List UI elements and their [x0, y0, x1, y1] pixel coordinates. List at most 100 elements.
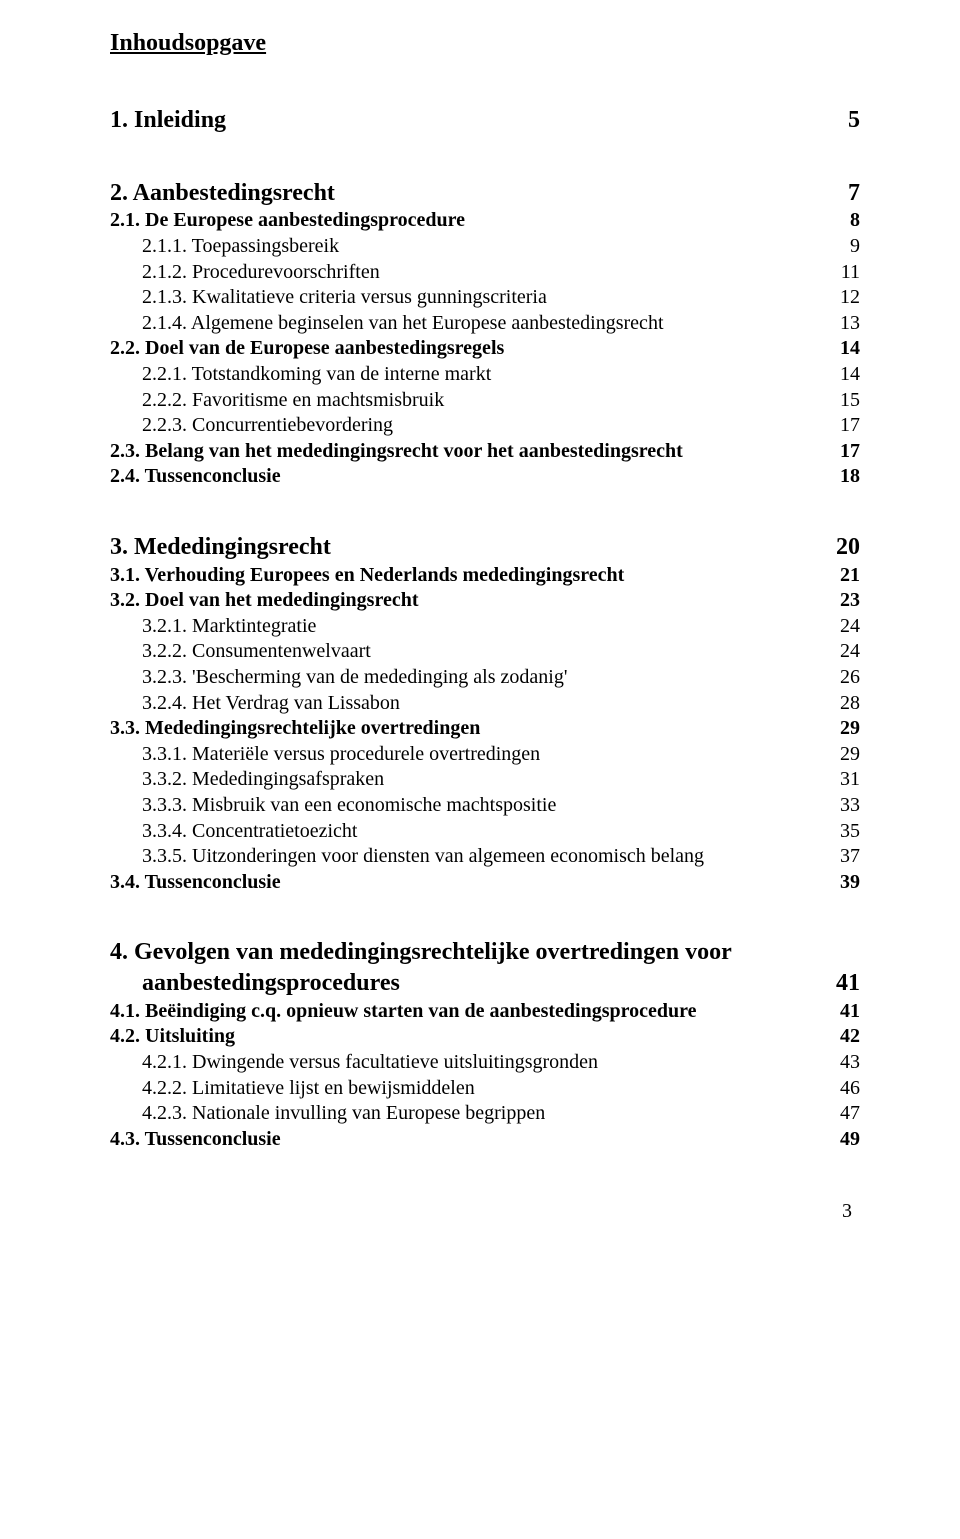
- toc-entry-lvl3: 2.1.2. Procedurevoorschriften 11: [110, 260, 860, 286]
- toc-entry-page: 35: [840, 819, 860, 845]
- toc-entry-lvl3: 3.2.2. Consumentenwelvaart 24: [110, 639, 860, 665]
- toc-entry-lvl2: 4.1. Beëindiging c.q. opnieuw starten va…: [110, 999, 860, 1025]
- toc-entry-page: 15: [840, 388, 860, 414]
- toc-entry-page: 5: [848, 105, 860, 136]
- toc-entry-page: 14: [840, 362, 860, 388]
- toc-entry-label: 3.1. Verhouding Europees en Nederlands m…: [110, 563, 624, 589]
- toc-entry-label: 2.1.3. Kwalitatieve criteria versus gunn…: [142, 285, 547, 311]
- toc-entry-page: 37: [840, 844, 860, 870]
- toc-entry-row: aanbestedingsprocedures 41: [110, 968, 860, 999]
- toc-entry-page: 17: [840, 439, 860, 465]
- toc-entry-lvl3: 3.3.2. Mededingingsafspraken31: [110, 767, 860, 793]
- toc-entry-lvl3: 4.2.3. Nationale invulling van Europese …: [110, 1101, 860, 1127]
- toc-entry-page: 41: [836, 968, 860, 999]
- toc-entry-page: 47: [840, 1101, 860, 1127]
- toc-entry-lvl2: 3.3. Mededingingsrechtelijke overtreding…: [110, 716, 860, 742]
- toc-block: 1. Inleiding 5: [110, 105, 860, 136]
- toc-entry-page: 20: [836, 532, 860, 563]
- toc-entry-label: 3.3.3. Misbruik van een economische mach…: [142, 793, 556, 819]
- toc-entry-label: 3.2.3. 'Bescherming van de mededinging a…: [142, 665, 567, 691]
- toc-entry-label: 1. Inleiding: [110, 105, 226, 136]
- toc-title: Inhoudsopgave: [110, 30, 860, 57]
- toc-entry-page: 24: [840, 639, 860, 665]
- toc-entry-label: 4.1. Beëindiging c.q. opnieuw starten va…: [110, 999, 697, 1025]
- toc-entry-page: 12: [840, 285, 860, 311]
- toc-entry-lvl1: 1. Inleiding 5: [110, 105, 860, 136]
- toc-entry-page: 21: [840, 563, 860, 589]
- toc-entry-lvl2: 3.4. Tussenconclusie 39: [110, 870, 860, 896]
- toc-entry-lvl3: 4.2.2. Limitatieve lijst en bewijsmiddel…: [110, 1076, 860, 1102]
- toc-entry-label: 2.2.3. Concurrentiebevordering: [142, 413, 393, 439]
- toc-entry-page: 17: [840, 413, 860, 439]
- toc-entry-label: 3.3.5. Uitzonderingen voor diensten van …: [142, 844, 704, 870]
- toc-entry-page: 23: [840, 588, 860, 614]
- toc-entry-lvl2: 4.3. Tussenconclusie49: [110, 1127, 860, 1153]
- toc-entry-label: 2.1. De Europese aanbestedingsprocedure: [110, 208, 465, 234]
- toc-entry-label: 2.2.2. Favoritisme en machtsmisbruik: [142, 388, 444, 414]
- toc-entry-label: 4.2. Uitsluiting: [110, 1024, 235, 1050]
- toc-entry-lvl2: 2.1. De Europese aanbestedingsprocedure 8: [110, 208, 860, 234]
- toc-entry-lvl3: 2.1.1. Toepassingsbereik9: [110, 234, 860, 260]
- toc-block: 2. Aanbestedingsrecht72.1. De Europese a…: [110, 178, 860, 490]
- toc-entry-lvl2: 4.2. Uitsluiting 42: [110, 1024, 860, 1050]
- toc-entry-page: 39: [840, 870, 860, 896]
- toc-entry-lvl3: 3.3.3. Misbruik van een economische mach…: [110, 793, 860, 819]
- toc-entry-lvl1: 3. Mededingingsrecht 20: [110, 532, 860, 563]
- toc-entry-label: 2.2. Doel van de Europese aanbestedingsr…: [110, 336, 504, 362]
- toc-entry-label: 2.3. Belang van het mededingingsrecht vo…: [110, 439, 683, 465]
- toc-entry-lvl1: 4. Gevolgen van mededingingsrechtelijke …: [110, 937, 860, 998]
- toc-entry-page: 13: [840, 311, 860, 337]
- toc-entry-lvl2: 3.1. Verhouding Europees en Nederlands m…: [110, 563, 860, 589]
- toc-entry-label: 2.2.1. Totstandkoming van de interne mar…: [142, 362, 491, 388]
- toc-entry-label: 2.1.2. Procedurevoorschriften: [142, 260, 380, 286]
- toc-entry-label: 2.1.4. Algemene beginselen van het Europ…: [142, 311, 664, 337]
- toc-entry-lvl3: 3.3.4. Concentratietoezicht35: [110, 819, 860, 845]
- toc-entry-page: 18: [840, 464, 860, 490]
- toc-entry-lvl1: 2. Aanbestedingsrecht 7: [110, 178, 860, 209]
- toc-entry-label: 3.3.1. Materiële versus procedurele over…: [142, 742, 540, 768]
- toc-entry-lvl3: 3.3.1. Materiële versus procedurele over…: [110, 742, 860, 768]
- toc-entry-lvl2: 2.2. Doel van de Europese aanbestedingsr…: [110, 336, 860, 362]
- toc-entry-lvl2: 2.3. Belang van het mededingingsrecht vo…: [110, 439, 860, 465]
- toc-entry-page: 42: [840, 1024, 860, 1050]
- toc-entry-label: 4.2.1. Dwingende versus facultatieve uit…: [142, 1050, 598, 1076]
- toc-entry-lvl3: 3.2.3. 'Bescherming van de mededinging a…: [110, 665, 860, 691]
- toc-entry-page: 24: [840, 614, 860, 640]
- toc-entry-page: 43: [840, 1050, 860, 1076]
- toc-entry-lvl3: 2.1.3. Kwalitatieve criteria versus gunn…: [110, 285, 860, 311]
- toc-entry-page: 29: [840, 742, 860, 768]
- toc-entry-lvl2: 3.2. Doel van het mededingingsrecht 23: [110, 588, 860, 614]
- toc-entry-label: 3.4. Tussenconclusie: [110, 870, 281, 896]
- toc-entry-page: 14: [840, 336, 860, 362]
- toc-entry-label: 3.2.4. Het Verdrag van Lissabon: [142, 691, 400, 717]
- toc-entry-label: 4.2.3. Nationale invulling van Europese …: [142, 1101, 545, 1127]
- toc-entry-page: 29: [840, 716, 860, 742]
- toc-entry-page: 26: [840, 665, 860, 691]
- toc-entry-lvl3: 3.2.1. Marktintegratie 24: [110, 614, 860, 640]
- toc-entry-label: 4. Gevolgen van mededingingsrechtelijke …: [110, 937, 860, 968]
- toc-entry-label: 4.2.2. Limitatieve lijst en bewijsmiddel…: [142, 1076, 475, 1102]
- toc-entry-page: 33: [840, 793, 860, 819]
- toc-entry-lvl3: 3.3.5. Uitzonderingen voor diensten van …: [110, 844, 860, 870]
- toc-entry-lvl3: 2.2.1. Totstandkoming van de interne mar…: [110, 362, 860, 388]
- toc-entry-label: 2.1.1. Toepassingsbereik: [142, 234, 339, 260]
- toc-entry-page: 41: [840, 999, 860, 1025]
- toc-entry-label: 4.3. Tussenconclusie: [110, 1127, 281, 1153]
- toc-entry-label: 3. Mededingingsrecht: [110, 532, 331, 563]
- toc-entry-page: 8: [850, 208, 860, 234]
- toc-entry-label: 3.2.2. Consumentenwelvaart: [142, 639, 371, 665]
- toc-entry-label: 3.2. Doel van het mededingingsrecht: [110, 588, 419, 614]
- toc-entry-lvl3: 2.2.2. Favoritisme en machtsmisbruik 15: [110, 388, 860, 414]
- toc-entry-page: 7: [848, 178, 860, 209]
- toc-entry-lvl3: 2.2.3. Concurrentiebevordering 17: [110, 413, 860, 439]
- toc-page: Inhoudsopgave 1. Inleiding 5 2. Aanbestedi…: [0, 0, 960, 1253]
- toc-entry-page: 11: [841, 260, 860, 286]
- toc-entry-label: 3.2.1. Marktintegratie: [142, 614, 316, 640]
- toc-entry-lvl3: 4.2.1. Dwingende versus facultatieve uit…: [110, 1050, 860, 1076]
- toc-entry-lvl2: 2.4. Tussenconclusie18: [110, 464, 860, 490]
- toc-entry-page: 28: [840, 691, 860, 717]
- toc-entry-page: 46: [840, 1076, 860, 1102]
- toc-entry-label: aanbestedingsprocedures: [142, 968, 400, 999]
- toc-entry-page: 31: [840, 767, 860, 793]
- toc-entry-label: 2. Aanbestedingsrecht: [110, 178, 335, 209]
